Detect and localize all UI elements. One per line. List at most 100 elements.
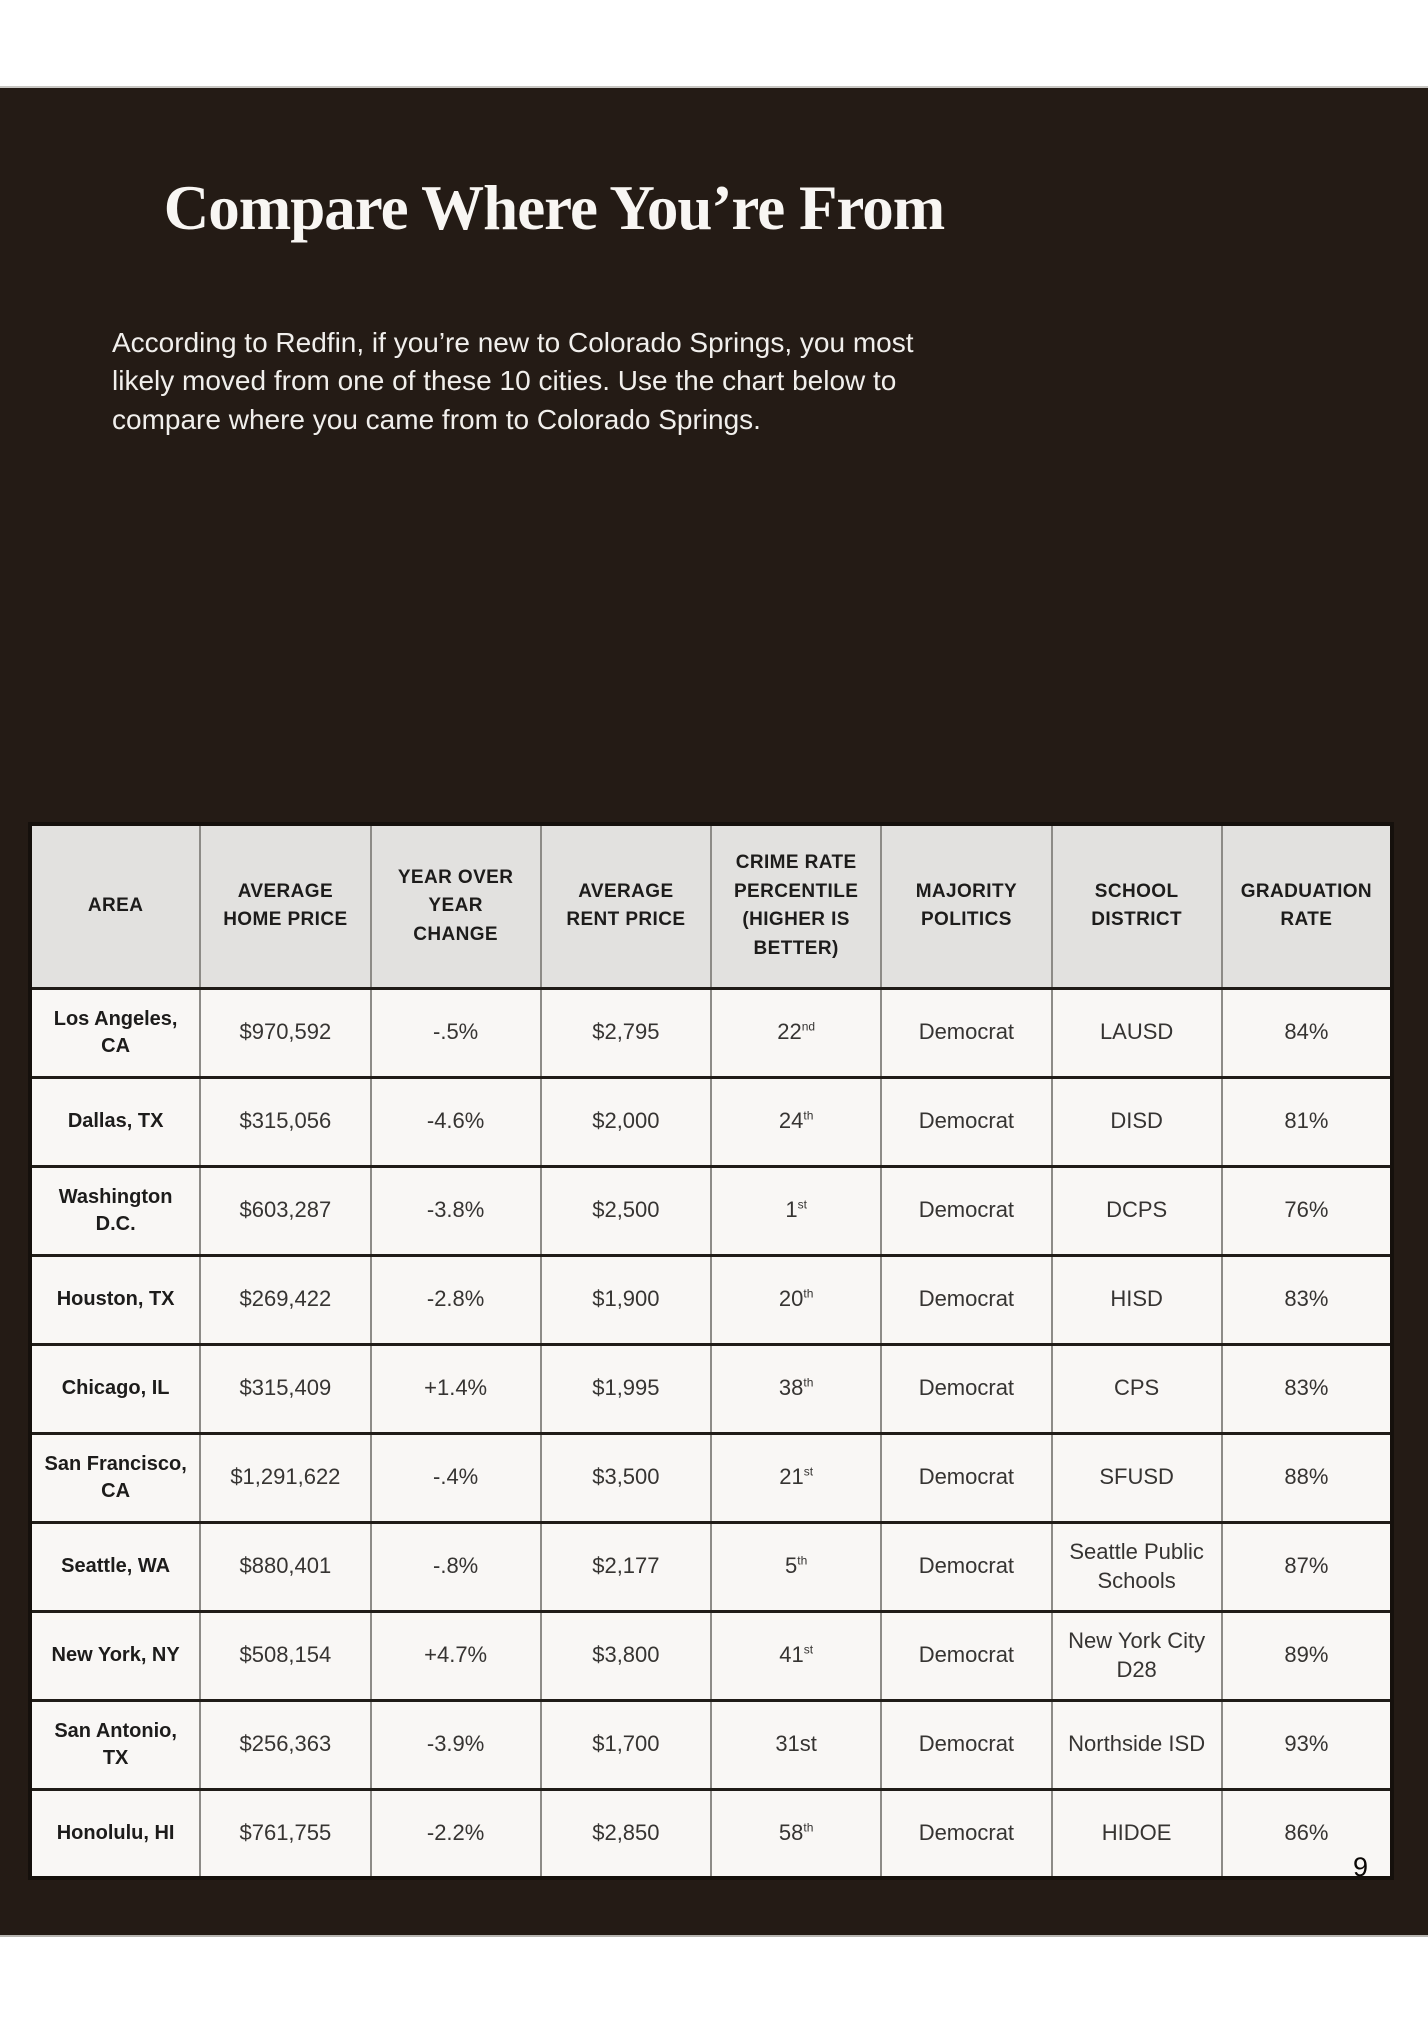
yoy-change-cell: -2.2% [369, 1789, 541, 1878]
home-price-cell: $880,401 [199, 1522, 371, 1611]
grad-rate-cell: 83% [1220, 1344, 1392, 1433]
table-row: Washington D.C. $603,287 -3.8% $2,500 1st Dem… [30, 1166, 1392, 1255]
crime-rank-cell: 58th [709, 1789, 882, 1878]
table-row: Seattle, WA $880,401 -.8% $2,177 5th Democrat… [30, 1522, 1392, 1611]
intro-paragraph: According to Redfin, if you’re new to Co… [112, 327, 914, 435]
table-row: Los Angeles, CA $970,592 -.5% $2,795 22nd Dem… [30, 988, 1392, 1077]
ordinal-suffix: th [803, 1108, 814, 1123]
home-price-cell: $508,154 [199, 1611, 371, 1700]
area-cell: Chicago, IL [30, 1344, 201, 1433]
city-comparison-table: AREA AVERAGE HOME PRICE YEAR OVER YEAR CHA… [28, 822, 1394, 1880]
grad-rate-cell: 88% [1220, 1433, 1392, 1522]
home-price-cell: $761,755 [199, 1789, 371, 1878]
page-number: 9 [1352, 1852, 1368, 1882]
table-row: Honolulu, HI $761,755 -2.2% $2,850 58th Democ… [30, 1789, 1392, 1878]
politics-cell: Democrat [880, 1255, 1052, 1344]
ordinal-suffix: st [803, 1464, 814, 1479]
rent-price-cell: $2,795 [539, 988, 711, 1077]
district-cell: Seattle Public Schools [1050, 1522, 1222, 1611]
politics-cell: Democrat [880, 1522, 1052, 1611]
politics-cell: Democrat [880, 1611, 1052, 1700]
grad-rate-cell: 89% [1220, 1611, 1392, 1700]
table-row: Chicago, IL $315,409 +1.4% $1,995 38th Democr… [30, 1344, 1392, 1433]
column-header: MAJORITY POLITICS [880, 824, 1052, 988]
grad-rate-cell: 81% [1220, 1077, 1392, 1166]
politics-cell: Democrat [880, 1166, 1052, 1255]
rent-price-cell: $1,700 [539, 1700, 711, 1789]
ordinal-suffix: th [803, 1375, 814, 1390]
crime-rank-cell: 5th [709, 1522, 882, 1611]
area-cell: San Antonio, TX [30, 1700, 201, 1789]
ordinal-suffix: th [803, 1286, 814, 1301]
grad-rate-cell: 76% [1220, 1166, 1392, 1255]
rent-price-cell: $2,000 [539, 1077, 711, 1166]
yoy-change-cell: -.8% [369, 1522, 541, 1611]
home-price-cell: $256,363 [199, 1700, 371, 1789]
page-title: Compare Where You’re From [163, 173, 945, 243]
crime-rank-cell: 22nd [709, 988, 882, 1077]
area-cell: Washington D.C. [30, 1166, 201, 1255]
column-header: YEAR OVER YEAR CHANGE [369, 824, 541, 988]
district-cell: HISD [1050, 1255, 1222, 1344]
home-price-cell: $603,287 [199, 1166, 371, 1255]
yoy-change-cell: +4.7% [369, 1611, 541, 1700]
rent-price-cell: $1,995 [539, 1344, 711, 1433]
district-cell: CPS [1050, 1344, 1222, 1433]
grad-rate-cell: 84% [1220, 988, 1392, 1077]
district-cell: DISD [1050, 1077, 1222, 1166]
area-cell: Seattle, WA [30, 1522, 201, 1611]
rent-price-cell: $1,900 [539, 1255, 711, 1344]
politics-cell: Democrat [880, 1700, 1052, 1789]
page-background: Compare Where You’re From According to R… [0, 86, 1428, 1937]
column-header: AVERAGE HOME PRICE [199, 824, 371, 988]
rent-price-cell: $2,500 [539, 1166, 711, 1255]
column-header: GRADUATION RATE [1220, 824, 1392, 988]
table-body: Los Angeles, CA $970,592 -.5% $2,795 22nd Dem… [30, 988, 1392, 1878]
yoy-change-cell: -.4% [369, 1433, 541, 1522]
yoy-change-cell: +1.4% [369, 1344, 541, 1433]
area-cell: Houston, TX [30, 1255, 201, 1344]
column-header: AREA [30, 824, 201, 988]
area-cell: San Francisco, CA [30, 1433, 201, 1522]
yoy-change-cell: -3.9% [369, 1700, 541, 1789]
area-cell: Honolulu, HI [30, 1789, 201, 1878]
rent-price-cell: $2,177 [539, 1522, 711, 1611]
yoy-change-cell: -.5% [369, 988, 541, 1077]
grad-rate-cell: 83% [1220, 1255, 1392, 1344]
crime-rank-cell: 21st [709, 1433, 882, 1522]
district-cell: DCPS [1050, 1166, 1222, 1255]
home-price-cell: $1,291,622 [199, 1433, 371, 1522]
ordinal-suffix: st [797, 1197, 807, 1212]
table-row: New York, NY $508,154 +4.7% $3,800 41st Democ… [30, 1611, 1392, 1700]
area-cell: New York, NY [30, 1611, 201, 1700]
district-cell: HIDOE [1050, 1789, 1222, 1878]
district-cell: SFUSD [1050, 1433, 1222, 1522]
home-price-cell: $269,422 [199, 1255, 371, 1344]
grad-rate-cell: 93% [1220, 1700, 1392, 1789]
politics-cell: Democrat [880, 1077, 1052, 1166]
politics-cell: Democrat [880, 988, 1052, 1077]
yoy-change-cell: -4.6% [369, 1077, 541, 1166]
table-row: Houston, TX $269,422 -2.8% $1,900 20th Democr… [30, 1255, 1392, 1344]
column-header: SCHOOL DISTRICT [1050, 824, 1222, 988]
crime-rank-cell: 1st [709, 1166, 882, 1255]
home-price-cell: $970,592 [199, 988, 371, 1077]
yoy-change-cell: -2.8% [369, 1255, 541, 1344]
column-header: AVERAGE RENT PRICE [539, 824, 711, 988]
ordinal-suffix: st [803, 1642, 814, 1657]
grad-rate-cell: 87% [1220, 1522, 1392, 1611]
politics-cell: Democrat [880, 1789, 1052, 1878]
rent-price-cell: $2,850 [539, 1789, 711, 1878]
yoy-change-cell: -3.8% [369, 1166, 541, 1255]
area-cell: Dallas, TX [30, 1077, 201, 1166]
column-header: CRIME RATE PERCENTILE (HIGHER IS BETTER) [709, 824, 882, 988]
table-row: San Francisco, CA $1,291,622 -.4% $3,500 21s… [30, 1433, 1392, 1522]
table-header: AREA AVERAGE HOME PRICE YEAR OVER YEAR CHA… [30, 824, 1392, 988]
politics-cell: Democrat [880, 1433, 1052, 1522]
district-cell: New York City D28 [1050, 1611, 1222, 1700]
district-cell: LAUSD [1050, 988, 1222, 1077]
grad-rate-cell: 86% [1220, 1789, 1392, 1878]
ordinal-suffix: th [803, 1820, 814, 1835]
crime-rank-cell: 20th [709, 1255, 882, 1344]
